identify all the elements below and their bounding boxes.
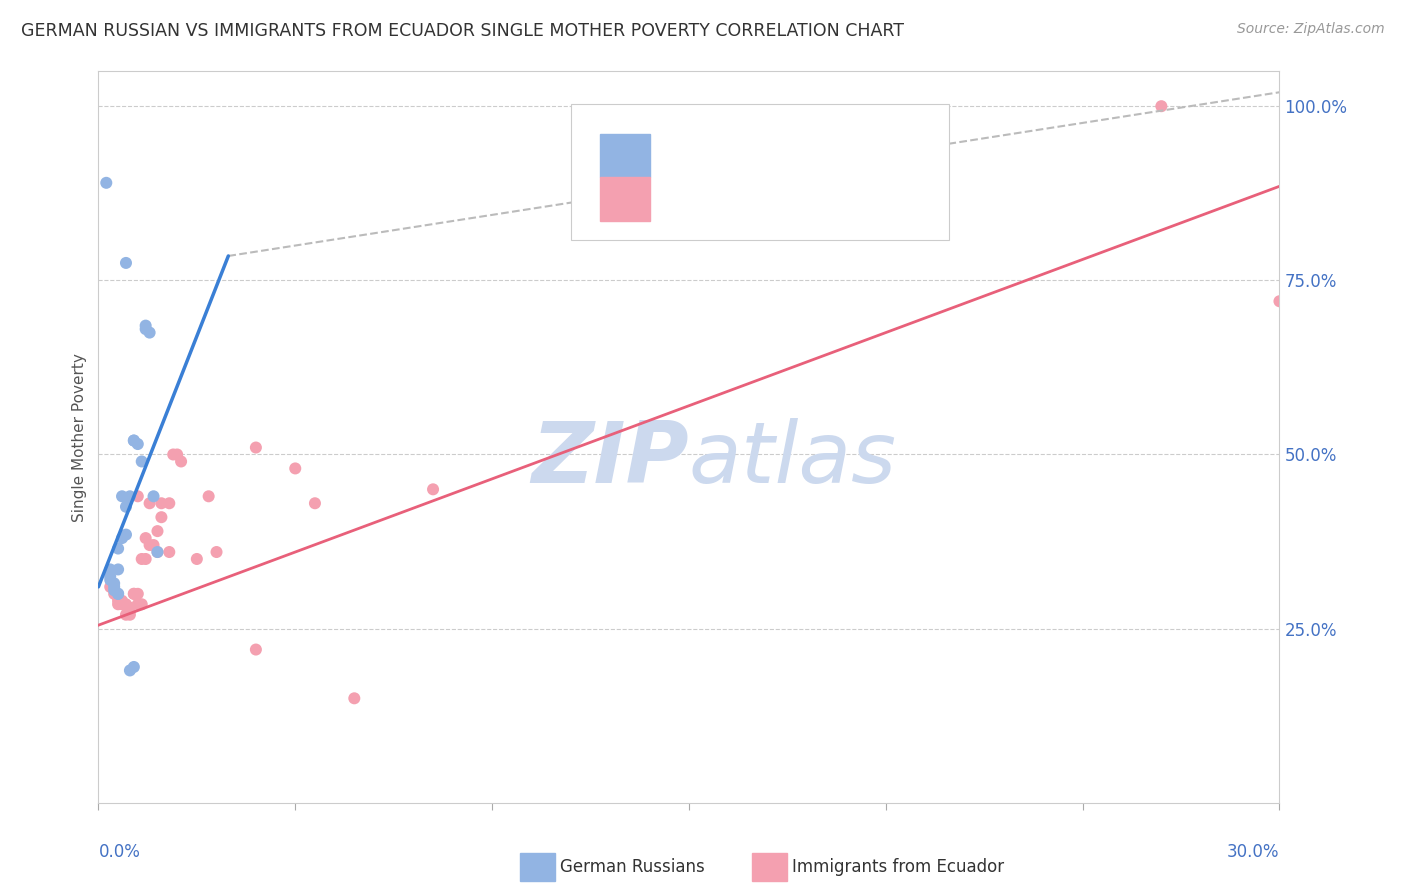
Point bbox=[127, 489, 149, 503]
Point bbox=[162, 448, 184, 462]
Point bbox=[115, 607, 138, 622]
Point bbox=[166, 448, 188, 462]
Text: Immigrants from Ecuador: Immigrants from Ecuador bbox=[792, 858, 1004, 876]
Point bbox=[422, 483, 444, 497]
Point bbox=[118, 664, 141, 678]
Point bbox=[115, 256, 138, 270]
Point bbox=[135, 322, 157, 336]
Point bbox=[98, 573, 121, 587]
Point bbox=[122, 587, 145, 601]
Point bbox=[186, 552, 208, 566]
Point bbox=[150, 510, 173, 524]
Point bbox=[103, 587, 125, 601]
Point bbox=[122, 434, 145, 448]
Point bbox=[146, 545, 169, 559]
Point bbox=[118, 489, 141, 503]
Text: GERMAN RUSSIAN VS IMMIGRANTS FROM ECUADOR SINGLE MOTHER POVERTY CORRELATION CHAR: GERMAN RUSSIAN VS IMMIGRANTS FROM ECUADO… bbox=[21, 22, 904, 40]
Y-axis label: Single Mother Poverty: Single Mother Poverty bbox=[72, 352, 87, 522]
Point bbox=[135, 531, 157, 545]
Point bbox=[135, 552, 157, 566]
Point bbox=[142, 489, 165, 503]
Point bbox=[98, 580, 121, 594]
Text: ZIP: ZIP bbox=[531, 417, 689, 500]
Point bbox=[96, 176, 118, 190]
Point bbox=[127, 587, 149, 601]
Point bbox=[1150, 99, 1173, 113]
Point bbox=[138, 496, 160, 510]
Point bbox=[107, 587, 129, 601]
Point bbox=[284, 461, 307, 475]
Point bbox=[146, 524, 169, 538]
Point bbox=[142, 538, 165, 552]
Point bbox=[245, 642, 267, 657]
FancyBboxPatch shape bbox=[571, 104, 949, 240]
Point bbox=[205, 545, 228, 559]
Point bbox=[107, 587, 129, 601]
Point bbox=[107, 541, 129, 556]
Point bbox=[111, 597, 134, 611]
Point bbox=[304, 496, 326, 510]
Point bbox=[122, 587, 145, 601]
Bar bbox=[600, 178, 650, 221]
Text: German Russians: German Russians bbox=[560, 858, 704, 876]
Point bbox=[107, 597, 129, 611]
Point bbox=[115, 597, 138, 611]
Point bbox=[118, 607, 141, 622]
Point bbox=[103, 583, 125, 598]
Point bbox=[1268, 294, 1291, 309]
Point bbox=[131, 552, 153, 566]
Point bbox=[111, 594, 134, 608]
Point bbox=[131, 454, 153, 468]
Point bbox=[115, 527, 138, 541]
Text: N = 28: N = 28 bbox=[801, 134, 865, 152]
Point bbox=[146, 545, 169, 559]
Text: 0.0%: 0.0% bbox=[98, 843, 141, 861]
Point bbox=[107, 591, 129, 605]
Point bbox=[135, 318, 157, 333]
Point bbox=[103, 580, 125, 594]
Point bbox=[127, 597, 149, 611]
Point bbox=[197, 489, 219, 503]
Point bbox=[131, 597, 153, 611]
Point bbox=[107, 594, 129, 608]
Point bbox=[107, 562, 129, 576]
Point bbox=[103, 576, 125, 591]
Point bbox=[157, 545, 180, 559]
Point bbox=[127, 437, 149, 451]
Point bbox=[98, 569, 121, 583]
Text: N = 44: N = 44 bbox=[801, 178, 865, 195]
Point bbox=[111, 531, 134, 545]
Point bbox=[343, 691, 366, 706]
Point bbox=[138, 538, 160, 552]
Point bbox=[103, 583, 125, 598]
Point bbox=[157, 496, 180, 510]
Point bbox=[122, 660, 145, 674]
Point bbox=[150, 496, 173, 510]
Text: R = 0.637: R = 0.637 bbox=[659, 178, 749, 195]
Point bbox=[245, 441, 267, 455]
Text: R = 0.357: R = 0.357 bbox=[659, 134, 749, 152]
Text: Source: ZipAtlas.com: Source: ZipAtlas.com bbox=[1237, 22, 1385, 37]
Point bbox=[170, 454, 193, 468]
Point bbox=[111, 489, 134, 503]
Bar bbox=[600, 134, 650, 178]
Text: 30.0%: 30.0% bbox=[1227, 843, 1279, 861]
Point bbox=[122, 434, 145, 448]
Point bbox=[98, 562, 121, 576]
Point bbox=[138, 326, 160, 340]
Text: atlas: atlas bbox=[689, 417, 897, 500]
Point bbox=[118, 600, 141, 615]
Point bbox=[115, 500, 138, 514]
